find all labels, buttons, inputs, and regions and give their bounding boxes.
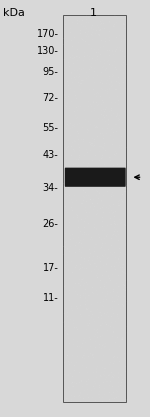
Text: 17-: 17-: [43, 263, 58, 273]
Text: 55-: 55-: [42, 123, 58, 133]
Text: 34-: 34-: [43, 183, 58, 193]
Text: 170-: 170-: [36, 29, 58, 39]
Bar: [63, 15, 126, 402]
Text: 1: 1: [90, 8, 96, 18]
Text: 130-: 130-: [37, 46, 58, 56]
Text: 43-: 43-: [43, 150, 58, 160]
Text: 11-: 11-: [43, 293, 58, 303]
Text: 72-: 72-: [42, 93, 58, 103]
Text: 95-: 95-: [43, 67, 58, 77]
FancyBboxPatch shape: [65, 168, 126, 187]
Text: 26-: 26-: [43, 219, 58, 229]
Text: kDa: kDa: [3, 8, 24, 18]
